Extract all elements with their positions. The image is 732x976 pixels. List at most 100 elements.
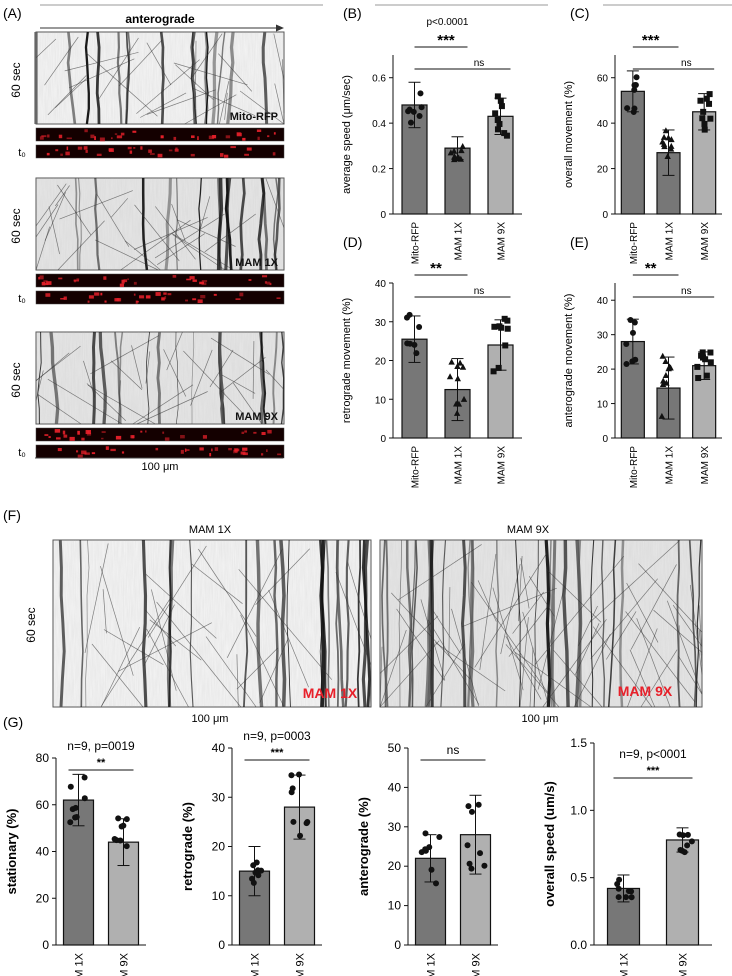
panel-label-c: (C): [570, 5, 589, 21]
point-D-2-3: [490, 368, 497, 375]
time-label-2: 60 sec: [9, 208, 23, 243]
bar-D-0: [401, 338, 428, 439]
chart-C: 0 20 40 60 overall movement (%) Mito-RFP MAM 1…: [563, 32, 722, 264]
point-G1-1-6: [123, 843, 130, 850]
point-D-0-6: [413, 350, 420, 357]
y-tick-label-B-2: 0.4: [372, 119, 386, 130]
point-E-1-0: [658, 412, 666, 419]
point-E-2-8: [702, 356, 709, 363]
point-D-2-7: [491, 323, 498, 330]
red-strip-3b: [35, 444, 285, 459]
point-E-0-2: [629, 329, 636, 336]
y-tick-label-G2-1: 10: [212, 889, 226, 903]
y-tick-label-G2-0: 0: [218, 938, 225, 952]
annotation-E-0: **: [645, 260, 657, 277]
y-tick-label-B-0: 0: [380, 210, 386, 221]
point-C-2-4: [706, 100, 713, 107]
f-scale-left: 100 μm: [192, 713, 229, 725]
category-label-C-2: MAM 9X: [700, 222, 711, 261]
point-C-1-0: [662, 127, 670, 134]
annotation-G2-0: n=9, p=0003: [243, 729, 311, 743]
point-G1-0-5: [81, 774, 88, 781]
y-tick-label-E-3: 30: [597, 331, 609, 342]
annotation-G2-1: ***: [271, 747, 285, 759]
y-tick-label-D-2: 20: [375, 357, 387, 368]
point-E-2-7: [703, 372, 710, 379]
y-tick-label-E-1: 10: [597, 400, 609, 411]
kymograph-f-right: [379, 539, 703, 708]
point-E-1-7: [659, 352, 666, 359]
y-label-G4: overall speed (um/s): [542, 781, 557, 907]
y-label-D: retrograde movement (%): [341, 298, 353, 423]
point-E-2-3: [694, 363, 701, 370]
point-E-1-3: [662, 372, 670, 379]
y-tick-label-G3-1: 10: [388, 899, 402, 913]
y-tick-label-G4-0: 0.0: [570, 938, 587, 952]
t0-label-3: t₀: [18, 447, 26, 459]
point-G1-1-7: [123, 816, 130, 823]
y-label-E: anterograde movement (%): [563, 294, 575, 428]
y-tick-label-D-1: 10: [375, 395, 387, 406]
y-tick-label-G1-3: 60: [36, 798, 50, 812]
red-strip-2a: [35, 273, 285, 288]
red-strip-2b: [35, 290, 285, 305]
point-G2-1-2: [296, 771, 303, 778]
kymograph-label-1: Mito-RFP: [230, 111, 278, 123]
point-D-1-6: [454, 362, 461, 369]
y-label-G1: stationary (%): [4, 809, 19, 895]
point-E-1-5: [660, 377, 667, 384]
f-time-label: 60 sec: [24, 607, 38, 642]
red-strip-1b: [35, 144, 285, 159]
point-G3-0-4: [436, 833, 443, 840]
point-E-0-4: [631, 319, 638, 326]
point-G3-0-6: [418, 849, 425, 856]
annotation-B-2: ns: [474, 58, 485, 69]
point-B-0-1: [416, 112, 423, 119]
point-G3-1-0: [468, 808, 475, 815]
annotation-C-1: ns: [681, 58, 692, 69]
point-C-0-2: [631, 105, 638, 112]
point-G4-0-6: [622, 894, 629, 901]
annotation-G1-0: n=9, p=0019: [67, 739, 135, 753]
panel-a: anterograde Mito-RFP 60 sec t₀ MAM 1X 60 sec…: [9, 12, 285, 473]
point-C-2-0: [701, 120, 708, 127]
point-G4-1-3: [688, 838, 695, 845]
category-label-D-2: MAM 9X: [497, 446, 508, 485]
category-label-E-0: Mito-RFP: [629, 446, 640, 489]
y-tick-label-G2-2: 20: [212, 840, 226, 854]
point-B-2-6: [494, 116, 501, 123]
point-G3-1-5: [465, 803, 472, 810]
annotation-G4-1: ***: [647, 765, 661, 777]
point-B-2-1: [497, 97, 504, 104]
point-E-0-6: [632, 356, 639, 363]
kymograph-1: [34, 31, 285, 125]
chart-E: 0 10 20 30 40 anterograde movement (%) Mito-RF…: [563, 260, 722, 488]
point-B-0-6: [417, 90, 424, 97]
y-tick-label-G4-2: 1.0: [570, 803, 587, 817]
category-label-B-2: MAM 9X: [497, 222, 508, 261]
point-G4-1-5: [681, 849, 688, 856]
f-left-tag: MAM 1X: [303, 685, 358, 701]
point-G1-0-1: [67, 783, 74, 790]
point-G2-0-3: [250, 862, 257, 869]
point-C-1-8: [667, 145, 675, 152]
point-D-1-5: [446, 373, 454, 380]
point-B-2-2: [496, 121, 503, 128]
point-B-2-7: [501, 130, 508, 137]
point-G1-0-4: [73, 814, 80, 821]
category-label-C-1: MAM 1X: [665, 222, 676, 261]
point-E-2-4: [699, 349, 706, 356]
point-D-2-6: [495, 364, 502, 371]
category-label-E-2: MAM 9X: [700, 446, 711, 485]
point-E-2-5: [695, 375, 702, 382]
point-C-1-5: [664, 153, 671, 160]
y-tick-label-G3-5: 50: [388, 741, 402, 755]
point-D-1-9: [460, 395, 468, 402]
t0-label-1: t₀: [18, 147, 26, 159]
y-tick-label-G3-3: 30: [388, 820, 402, 834]
y-tick-label-G1-4: 80: [36, 751, 50, 765]
point-E-0-3: [623, 341, 630, 348]
point-G1-0-7: [72, 804, 79, 811]
time-label-3: 60 sec: [9, 362, 23, 397]
point-B-1-5: [458, 147, 465, 154]
